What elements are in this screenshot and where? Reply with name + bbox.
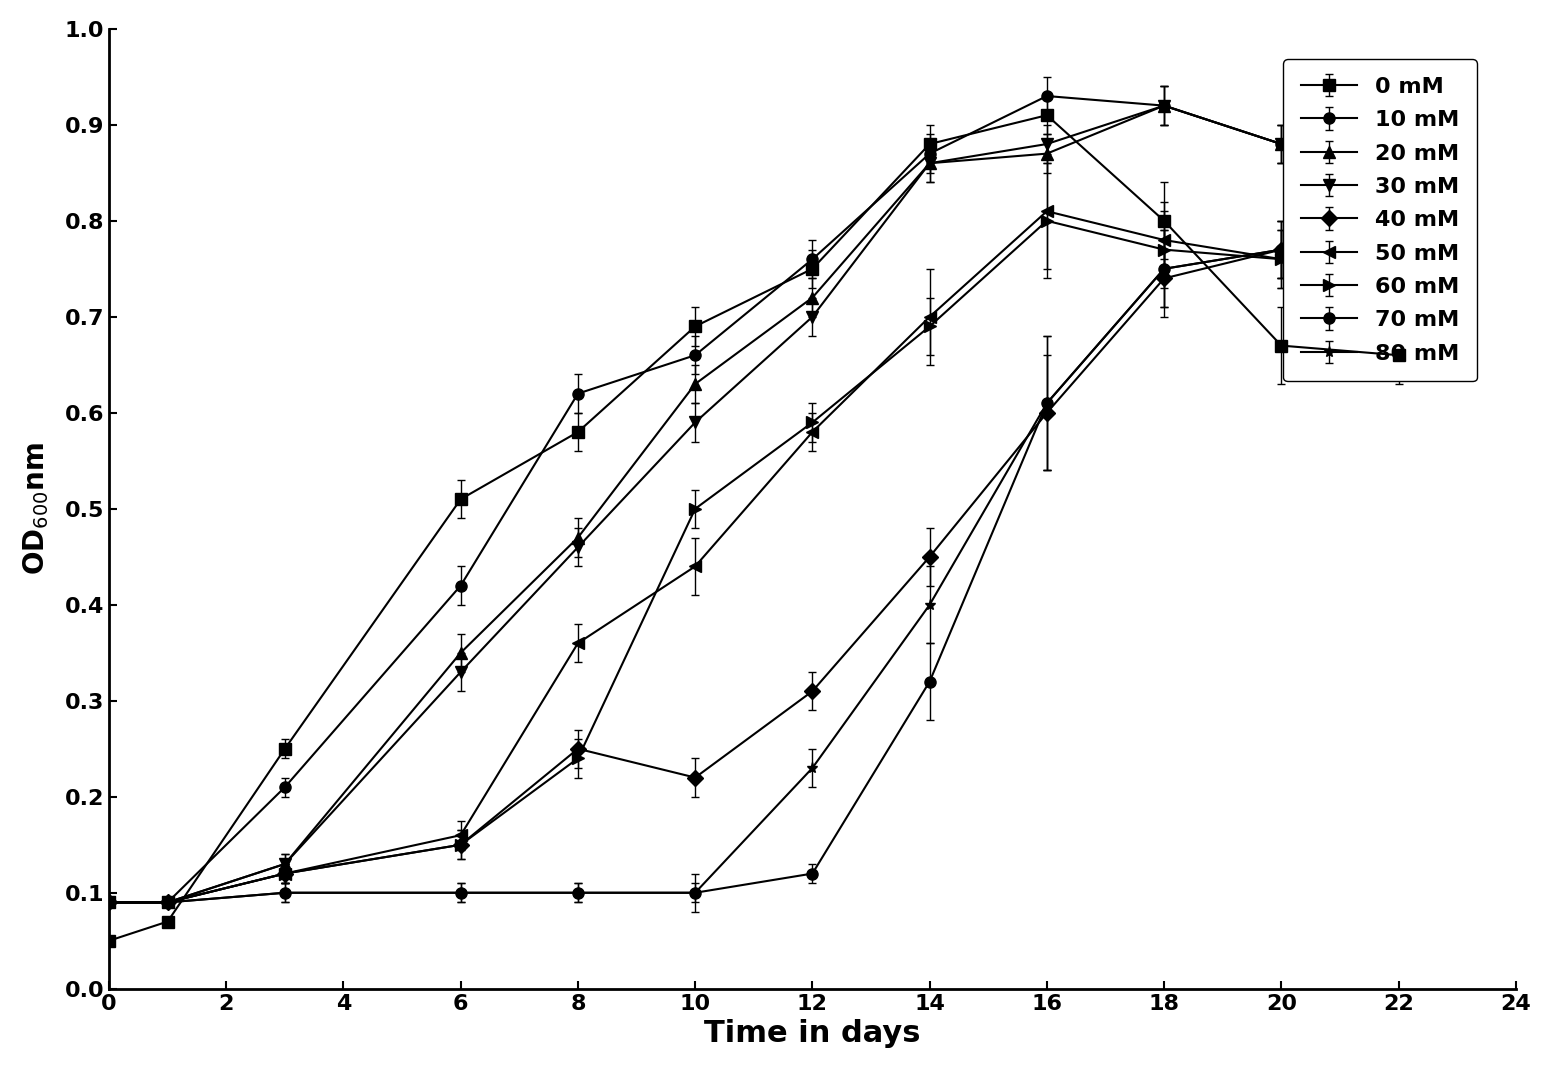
Legend: 0 mM, 10 mM, 20 mM, 30 mM, 40 mM, 50 mM, 60 mM, 70 mM, 80 mM: 0 mM, 10 mM, 20 mM, 30 mM, 40 mM, 50 mM,…	[1284, 59, 1476, 382]
Y-axis label: OD$_{600}$nm: OD$_{600}$nm	[20, 443, 51, 575]
X-axis label: Time in days: Time in days	[705, 1019, 920, 1049]
